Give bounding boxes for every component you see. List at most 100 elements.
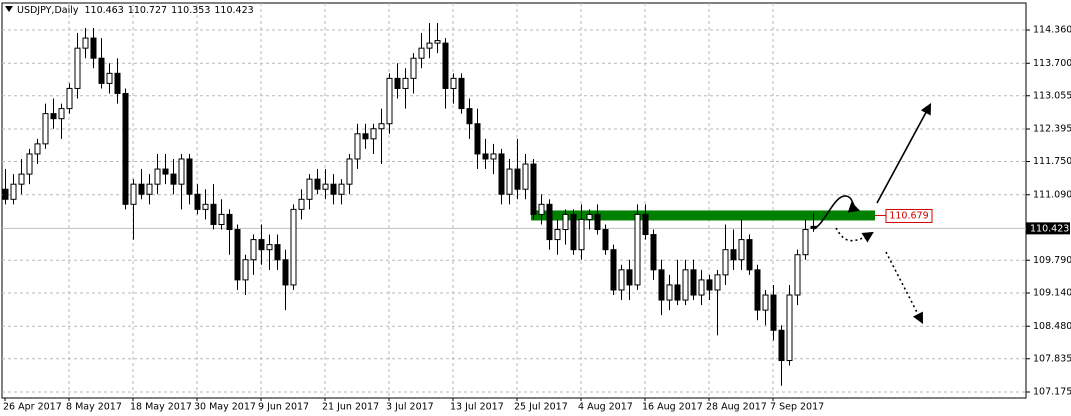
candle-body (554, 229, 561, 241)
candle-body (522, 163, 529, 190)
candle-body (762, 294, 769, 311)
candle-body (162, 168, 169, 175)
candle-body (426, 42, 433, 49)
candle-body (794, 254, 801, 296)
candle-body (418, 47, 425, 59)
candle-body (250, 239, 257, 261)
x-tick-label: 16 Aug 2017 (642, 402, 703, 413)
candle-body (170, 173, 177, 185)
header-open: 110.463 (84, 5, 123, 16)
x-tick-label: 26 Apr 2017 (3, 402, 62, 413)
chart-header: USDJPY,Daily 110.463 110.727 110.353 110.423 (17, 5, 254, 16)
candle-body (778, 329, 785, 362)
candle-body (706, 279, 713, 291)
candle-body (562, 213, 569, 231)
candle-body (722, 249, 729, 276)
candle-body (346, 158, 353, 185)
x-tick-label: 8 May 2017 (66, 402, 122, 413)
candle-body (482, 153, 489, 160)
candle-body (658, 269, 665, 301)
y-tick-label: 112.395 (1033, 124, 1071, 135)
candle-body (146, 183, 153, 195)
candle-body (98, 57, 105, 84)
candle-body (74, 47, 81, 89)
candle-body (186, 158, 193, 195)
candle-body (770, 294, 777, 331)
candle-body (306, 178, 313, 200)
y-tick-label: 109.790 (1033, 255, 1071, 266)
candle-body (338, 183, 345, 195)
candle-body (18, 173, 25, 185)
symbol: USDJPY,Daily (17, 5, 79, 16)
candle-body (650, 234, 657, 271)
candle-body (82, 37, 89, 49)
header-low: 110.353 (171, 5, 210, 16)
x-tick-label: 25 Jul 2017 (514, 402, 568, 413)
candle-body (626, 269, 633, 286)
candle-body (738, 239, 745, 261)
y-tick-label: 113.700 (1033, 58, 1071, 69)
candle-body (34, 143, 41, 155)
x-tick-label: 28 Aug 2017 (706, 402, 767, 413)
candle-body (754, 269, 761, 311)
candle-body (498, 153, 505, 195)
x-tick-label: 4 Aug 2017 (578, 402, 633, 413)
candle-body (634, 213, 641, 286)
header-close: 110.423 (214, 5, 253, 16)
candle-body (594, 213, 601, 231)
x-tick-label: 13 Jul 2017 (450, 402, 504, 413)
candle-body (570, 213, 577, 251)
candle-body (258, 239, 265, 251)
arrow-retest (813, 195, 861, 230)
candle-body (370, 128, 377, 140)
candle-body (586, 213, 593, 220)
plot-frame (1, 2, 1027, 399)
candle-body (442, 42, 449, 89)
current-price-box (1026, 222, 1070, 235)
candle-body (458, 77, 465, 110)
candle-body (386, 77, 393, 125)
candle-body (274, 244, 281, 261)
level-band (531, 210, 875, 221)
candle-body (434, 40, 441, 44)
candle-body (474, 123, 481, 155)
candle-body (242, 259, 249, 281)
y-tick-label: 107.175 (1033, 387, 1071, 398)
candle-body (290, 208, 297, 286)
candle-body (314, 178, 321, 190)
candle-body (690, 269, 697, 296)
candle-body (546, 203, 553, 241)
candle-body (394, 77, 401, 89)
candle-body (538, 203, 545, 215)
candle-body (202, 203, 209, 210)
forecast-arrows (813, 103, 932, 324)
candle-body (210, 203, 217, 225)
candles (2, 22, 817, 386)
candle-body (42, 113, 49, 145)
candle-body (138, 183, 145, 195)
candle-body (354, 133, 361, 160)
candle-body (226, 213, 233, 231)
x-tick-label: 30 May 2017 (194, 402, 256, 413)
level-label: 110.679 (889, 210, 928, 221)
y-tick-label: 111.090 (1033, 189, 1071, 200)
candle-body (466, 108, 473, 125)
candle-body (682, 269, 689, 301)
candle-body (578, 218, 585, 251)
collapse-icon[interactable] (5, 6, 13, 12)
y-tick-label: 114.360 (1033, 25, 1071, 36)
candle-body (282, 259, 289, 286)
candle-body (298, 198, 305, 210)
x-tick-label: 18 May 2017 (130, 402, 192, 413)
arrow-up (876, 103, 932, 204)
candle-body (730, 249, 737, 261)
candle-body (218, 213, 225, 225)
candle-body (802, 229, 809, 256)
current-price-label: 110.423 (1030, 223, 1069, 234)
resistance-band (531, 210, 875, 221)
y-tick-label: 113.055 (1033, 90, 1071, 101)
candle-body (234, 229, 241, 281)
candle-body (66, 87, 73, 110)
header-high: 110.727 (128, 5, 167, 16)
